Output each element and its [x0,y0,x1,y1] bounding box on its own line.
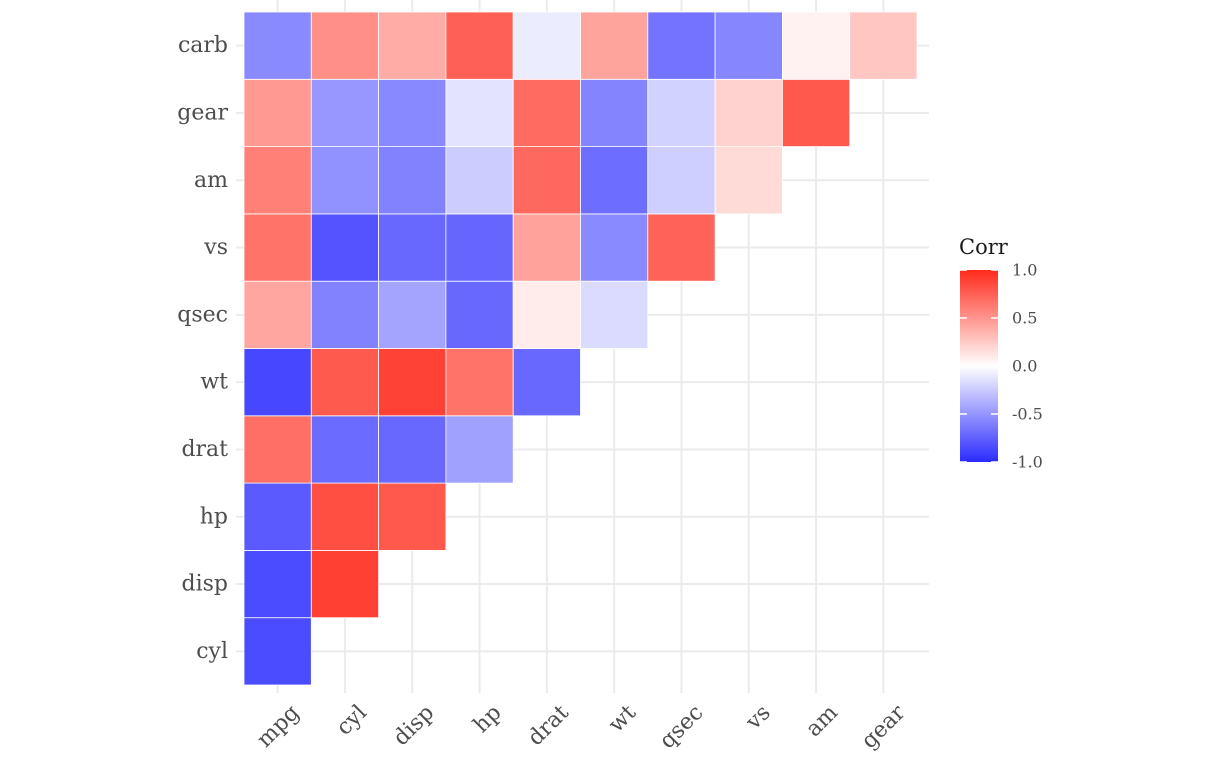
heatmap-cell-mpg-gear [243,78,312,148]
y-tick-label-hp: hp [200,504,228,529]
y-tick-label-carb: carb [178,33,228,58]
x-tick-label-am: am [801,700,843,742]
heatmap-cell-disp-wt [378,348,447,417]
y-tick-label-am: am [194,168,228,193]
legend-ticks: 1.0 0.5 0.0 -0.5 -1.0 [960,261,1043,472]
x-tick-label-gear: gear [857,700,911,754]
heatmap-cell-drat-qsec [512,280,581,349]
x-tick-label-drat: drat [523,700,574,751]
heatmap-cell-mpg-am [243,146,312,215]
heatmap-cell-drat-am [512,146,581,215]
x-tick-label-mpg: mpg [252,700,304,752]
heatmap-cell-vs-gear [714,78,783,148]
heatmap-cell-hp-qsec [445,280,514,349]
heatmap-cell-disp-drat [378,415,447,484]
heatmap-cell-drat-wt [512,348,581,417]
x-tick-label-wt: wt [604,700,641,737]
heatmap-cell-mpg-cyl [243,617,312,686]
y-tick-label-vs: vs [203,235,228,260]
legend-title: Corr [959,235,1009,259]
y-tick-label-gear: gear [177,100,228,125]
legend-tick-label: -0.5 [1012,405,1043,424]
heatmap-cell-disp-hp [378,482,447,551]
heatmap-cell-am-gear [782,78,851,148]
heatmap-cell-cyl-hp [310,482,379,551]
x-tick-label-qsec: qsec [655,700,709,754]
heatmap-cell-disp-am [378,146,447,215]
heatmap-cell-mpg-wt [243,348,312,417]
heatmap-cell-cyl-disp [310,550,379,619]
heatmap-cell-hp-gear [445,78,514,148]
heatmap-cell-am-carb [782,11,851,80]
heatmap-cell-cyl-vs [310,213,379,282]
y-tick-label-wt: wt [200,370,228,395]
heatmap-cell-wt-vs [580,213,649,282]
heatmap-cell-cyl-am [310,146,379,215]
heatmap-cell-drat-vs [512,213,581,282]
heatmap-cell-mpg-carb [243,11,312,80]
legend: Corr 1.0 0.5 0.0 -0.5 -1.0 [959,235,1043,472]
heatmap-cell-mpg-drat [243,415,312,484]
heatmap-cell-disp-vs [378,213,447,282]
y-tick-label-qsec: qsec [177,302,228,327]
heatmap-cell-wt-gear [580,78,649,148]
heatmap-cell-disp-qsec [378,280,447,349]
heatmap-cell-hp-wt [445,348,514,417]
x-tick-label-disp: disp [389,700,440,751]
heatmap-cell-qsec-carb [647,11,716,80]
heatmap-cell-wt-qsec [580,280,649,349]
heatmap-cell-hp-drat [445,415,514,484]
legend-tick-label: 0.0 [1012,357,1037,376]
heatmap-cell-vs-am [714,146,783,215]
heatmap-cell-disp-gear [378,78,447,148]
heatmap-cell-mpg-disp [243,550,312,619]
legend-tick-label: 1.0 [1012,261,1037,280]
heatmap-cell-hp-carb [445,11,514,80]
heatmap-cell-qsec-gear [647,78,716,148]
x-axis-tick-labels: mpg cyl disp hp drat wt qsec vs am gear [252,700,910,754]
heatmap-cell-qsec-vs [647,213,716,282]
heatmap-cell-qsec-am [647,146,716,215]
heatmap-cell-cyl-wt [310,348,379,417]
heatmap-cell-vs-carb [714,11,783,80]
legend-tick-label: 0.5 [1012,309,1037,328]
heatmap-cell-cyl-carb [310,11,379,80]
legend-tick-label: -1.0 [1012,453,1043,472]
x-tick-label-cyl: cyl [332,700,372,740]
heatmap-cell-disp-carb [378,11,447,80]
y-tick-label-drat: drat [181,437,228,462]
y-axis-tick-labels: cyl disp hp drat wt qsec vs am gear carb [177,33,228,664]
y-tick-label-cyl: cyl [196,639,228,664]
heatmap-cell-cyl-gear [310,78,379,148]
x-tick-label-hp: hp [469,700,507,738]
heatmap-cell-mpg-vs [243,213,312,282]
heatmap-cell-drat-carb [512,11,581,80]
y-tick-label-disp: disp [182,572,229,597]
heatmap-cell-drat-gear [512,78,581,148]
heatmap-cell-hp-vs [445,213,514,282]
heatmap-cell-gear-carb [849,11,918,80]
heatmap-cell-mpg-hp [243,482,312,551]
heatmap-cell-wt-am [580,146,649,215]
heatmap-tiles [243,11,918,686]
heatmap-cell-wt-carb [580,11,649,80]
heatmap-cell-hp-am [445,146,514,215]
heatmap-cell-cyl-qsec [310,280,379,349]
heatmap-cell-cyl-drat [310,415,379,484]
x-tick-label-vs: vs [741,700,776,735]
heatmap-cell-mpg-qsec [243,280,312,349]
